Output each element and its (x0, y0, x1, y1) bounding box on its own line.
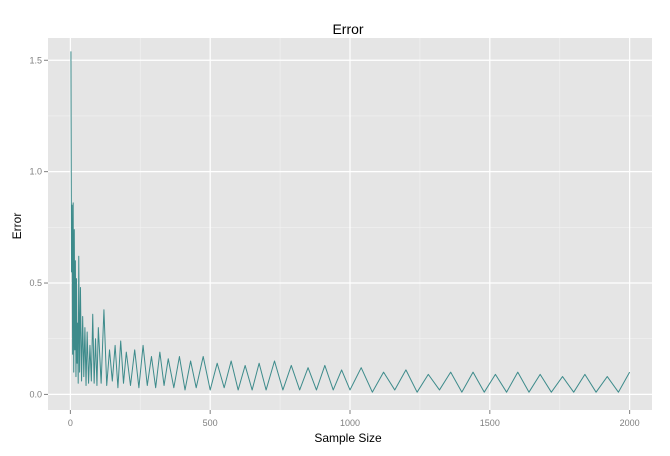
x-axis-ticks: 0 500 1000 1500 2000 (68, 410, 640, 428)
x-tick-label: 0 (68, 418, 73, 428)
error-series-line (70, 51, 631, 393)
y-tick-label: 0.0 (29, 389, 42, 399)
y-tick-label: 0.5 (29, 278, 42, 288)
x-tick-label: 2000 (620, 418, 640, 428)
grid-lines (48, 38, 652, 410)
x-tick-label: 1500 (480, 418, 500, 428)
x-axis-label: Sample Size (314, 431, 382, 445)
x-tick-label: 500 (203, 418, 218, 428)
y-axis-ticks: 0.0 0.5 1.0 1.5 (29, 55, 48, 399)
data-series (70, 51, 631, 393)
y-tick-label: 1.0 (29, 167, 42, 177)
y-axis-label: Error (10, 213, 24, 240)
x-tick-label: 1000 (340, 418, 360, 428)
y-tick-label: 1.5 (29, 55, 42, 65)
chart-title: Error (332, 21, 363, 37)
